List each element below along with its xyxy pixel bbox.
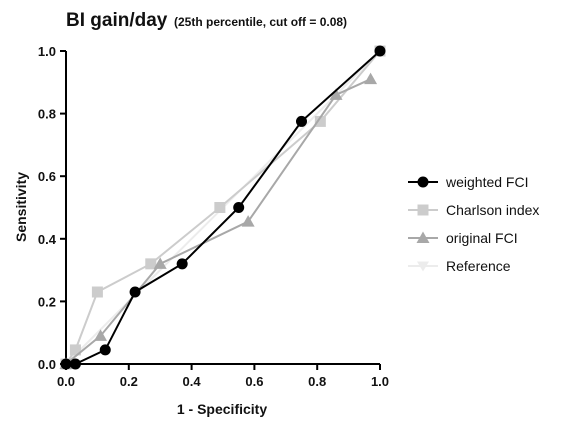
legend-label-reference: Reference [446,258,511,274]
data-point-original-fci [329,88,343,100]
chart-subtitle: (25th percentile, cut off = 0.08) [174,15,347,29]
data-point-original-fci [153,257,167,269]
y-tick-label: 0.8 [38,107,56,122]
legend: weighted FCI Charlson index original FCI Re… [408,174,539,274]
y-tick-label: 0.2 [38,294,56,309]
x-tick-label: 0.0 [57,374,75,389]
data-point-original-fci [241,215,255,227]
y-axis-label: Sensitivity [13,172,29,242]
x-tick-label: 1.0 [371,374,389,389]
data-point-weighted-fci [296,115,307,127]
data-point-charlson-index [214,202,226,213]
x-tick-label: 0.8 [308,374,326,389]
x-tick-label: 0.6 [245,374,263,389]
data-point-weighted-fci [129,286,141,298]
y-tick-label: 0.6 [38,169,56,184]
chart-title: BI gain/day [66,10,168,31]
legend-marker-original-fci [416,231,430,243]
y-tick-label: 0.0 [38,357,56,372]
data-point-charlson-index [314,115,326,127]
data-point-charlson-index [91,286,103,298]
legend-marker-charlson-index [417,204,429,216]
y-tick-label: 1.0 [38,44,56,59]
data-point-original-fci [94,329,108,341]
data-point-weighted-fci [99,344,111,356]
legend-marker-weighted-fci [417,176,429,188]
data-point-weighted-fci [60,358,72,370]
x-tick-label: 0.2 [120,374,138,389]
x-tick-label: 0.4 [183,374,202,389]
plot-area: 0.0 0.2 0.4 0.6 0.8 1.0 0.0 0.2 0.4 0.6 0.8 1.0 [38,44,389,389]
data-point-charlson-index [145,258,157,270]
legend-marker-reference [417,261,429,272]
data-point-weighted-fci [69,358,81,370]
y-tick-label: 0.4 [38,232,57,247]
legend-label-weighted-fci: weighted FCI [445,174,528,190]
x-axis-label: 1 - Specificity [177,401,267,417]
data-point-weighted-fci [176,258,188,270]
legend-label-charlson-index: Charlson index [446,202,539,218]
legend-label-original-fci: original FCI [446,230,518,246]
data-point-weighted-fci [374,45,386,57]
data-point-original-fci [364,72,378,85]
data-point-charlson-index [69,344,81,356]
data-point-weighted-fci [233,202,245,213]
